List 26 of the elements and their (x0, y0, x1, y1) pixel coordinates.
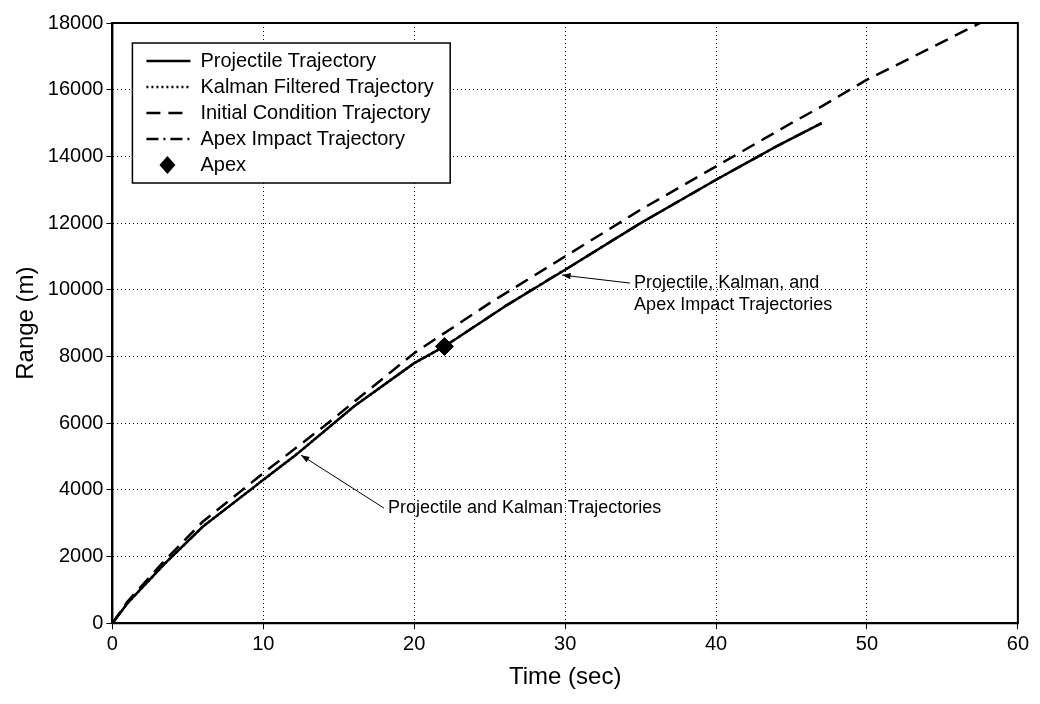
annotation: Projectile, Kalman, and Apex Impact Trajectories (634, 272, 833, 315)
x-tick-label: 10 (252, 631, 275, 654)
y-tick-label: 0 (92, 610, 104, 633)
x-axis-title: Time (sec) (508, 662, 622, 690)
legend-label: Apex Impact Trajectory (200, 126, 405, 149)
x-tick-label: 0 (106, 631, 118, 654)
legend-label: Projectile Trajectory (200, 48, 377, 71)
y-tick-label: 6000 (58, 410, 104, 433)
y-tick-label: 8000 (58, 343, 104, 366)
x-tick-label: 50 (855, 631, 879, 654)
y-tick-label: 14000 (47, 143, 104, 166)
y-tick-label: 16000 (47, 77, 104, 100)
legend-label: Initial Condition Trajectory (200, 100, 431, 123)
y-axis-title: Range (m) (11, 266, 39, 380)
y-tick-label: 4000 (58, 477, 104, 500)
y-tick-label: 18000 (47, 10, 104, 33)
legend-label: Kalman Filtered Trajectory (200, 74, 434, 97)
y-tick-label: 12000 (47, 210, 104, 233)
x-tick-label: 40 (704, 631, 728, 654)
y-tick-label: 2000 (58, 544, 104, 567)
y-tick-label: 10000 (47, 277, 104, 300)
x-tick-label: 30 (554, 631, 577, 654)
annotation: Projectile and Kalman Trajectories (388, 497, 662, 518)
legend-label: Apex (200, 152, 247, 175)
x-tick-label: 20 (403, 631, 426, 654)
x-tick-label: 60 (1006, 631, 1029, 654)
